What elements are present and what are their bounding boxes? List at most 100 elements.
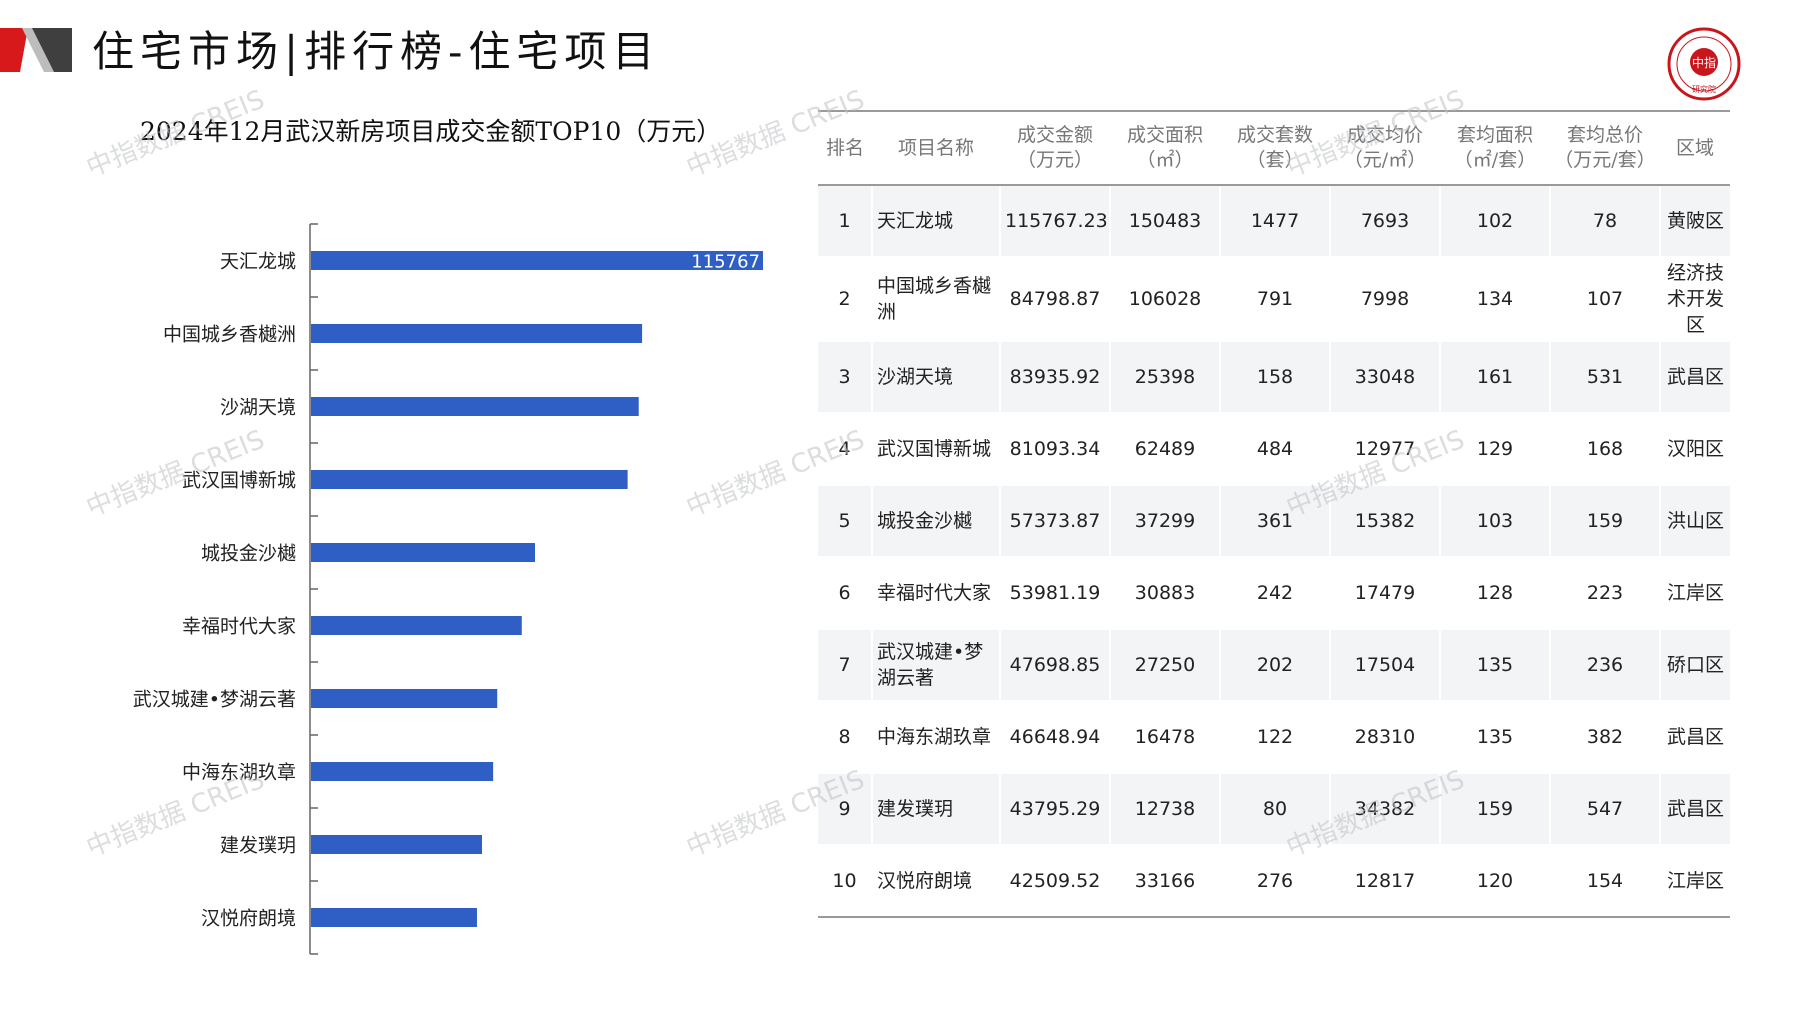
- category-label: 汉悦府朗境: [201, 908, 296, 930]
- svg-text:研究院: 研究院: [1692, 84, 1716, 94]
- table-cell: 382: [1550, 701, 1661, 774]
- table-row: 2 中国城乡香樾洲 84798.87 106028 791 7998 134 107 经济技术开…: [818, 257, 1730, 342]
- table-cell: 武昌区: [1660, 341, 1730, 414]
- table-cell: 57373.87: [1000, 485, 1111, 558]
- bar: [311, 835, 482, 854]
- table-cell: 103: [1440, 485, 1551, 558]
- table-cell: 46648.94: [1000, 701, 1111, 774]
- table-row: 9 建发璞玥 43795.29 12738 80 34382 159 547 武昌区: [818, 773, 1730, 846]
- table-cell: 42509.52: [1000, 845, 1111, 918]
- table-cell: 汉悦府朗境: [872, 845, 1001, 918]
- table-header-row: 排名 项目名称 成交金额 （万元） 成交面积 （㎡） 成交套数 （套） 成交均价 （元/㎡） 套均面…: [818, 110, 1730, 186]
- table-cell: 120: [1440, 845, 1551, 918]
- table-cell: 531: [1550, 341, 1661, 414]
- table-cell: 幸福时代大家: [872, 557, 1001, 630]
- table-cell: 12738: [1110, 773, 1221, 846]
- table-cell: 106028: [1110, 257, 1221, 342]
- table-cell: 30883: [1110, 557, 1221, 630]
- table-cell: 128: [1440, 557, 1551, 630]
- table-cell: 150483: [1110, 185, 1221, 258]
- table-row: 6 幸福时代大家 53981.19 30883 242 17479 128 223 江岸区: [818, 557, 1730, 630]
- table-cell: 经济技术开发区: [1660, 257, 1730, 342]
- table-cell: 27250: [1110, 629, 1221, 702]
- table-cell: 159: [1440, 773, 1551, 846]
- table-cell: 202: [1220, 629, 1331, 702]
- bar: [311, 324, 643, 343]
- table-cell: 168: [1550, 413, 1661, 486]
- table-row: 8 中海东湖玖章 46648.94 16478 122 28310 135 382 武昌区: [818, 701, 1730, 774]
- svg-text:中指: 中指: [1692, 55, 1716, 70]
- bar-chart: 天汇龙城 115767 中国城乡香樾洲沙湖天境武汉国博新城城投金沙樾幸福时代大家武汉…: [133, 223, 763, 955]
- column-header: 项目名称: [872, 110, 1000, 186]
- table-row: 10 汉悦府朗境 42509.52 33166 276 12817 120 154 江岸区: [818, 845, 1730, 918]
- bar: [311, 251, 763, 270]
- table-cell: 134: [1440, 257, 1551, 342]
- table-cell: 242: [1220, 557, 1331, 630]
- category-label: 武汉城建•梦湖云著: [133, 689, 296, 711]
- table-cell: 武汉国博新城: [872, 413, 1001, 486]
- table-cell: 16478: [1110, 701, 1221, 774]
- table-cell: 484: [1220, 413, 1331, 486]
- table-cell: 17504: [1330, 629, 1441, 702]
- column-header: 套均总价 （万元/套）: [1550, 110, 1660, 186]
- column-header: 成交套数 （套）: [1220, 110, 1330, 186]
- table-cell: 3: [818, 341, 873, 414]
- table-cell: 15382: [1330, 485, 1441, 558]
- table-cell: 34382: [1330, 773, 1441, 846]
- table-cell: 7: [818, 629, 873, 702]
- table-cell: 53981.19: [1000, 557, 1111, 630]
- table-cell: 158: [1220, 341, 1331, 414]
- bar: [311, 470, 628, 489]
- table-cell: 276: [1220, 845, 1331, 918]
- category-label: 城投金沙樾: [201, 543, 296, 565]
- bar: [311, 397, 639, 416]
- table-cell: 2: [818, 257, 873, 342]
- table-cell: 17479: [1330, 557, 1441, 630]
- category-label: 沙湖天境: [220, 397, 296, 419]
- table-cell: 12817: [1330, 845, 1441, 918]
- table-cell: 135: [1440, 701, 1551, 774]
- category-label: 中海东湖玖章: [182, 762, 296, 784]
- table-cell: 37299: [1110, 485, 1221, 558]
- table-cell: 武汉城建•梦湖云著: [872, 629, 1001, 702]
- ranking-table: 排名 项目名称 成交金额 （万元） 成交面积 （㎡） 成交套数 （套） 成交均价 （元/㎡） 套均面…: [818, 110, 1730, 918]
- category-label: 天汇龙城: [220, 251, 296, 273]
- table-cell: 建发璞玥: [872, 773, 1001, 846]
- table-cell: 天汇龙城: [872, 185, 1001, 258]
- table-cell: 武昌区: [1660, 773, 1730, 846]
- table-cell: 83935.92: [1000, 341, 1111, 414]
- table-cell: 12977: [1330, 413, 1441, 486]
- red-chevron-logo-icon: [0, 28, 72, 72]
- column-header: 套均面积 （㎡/套）: [1440, 110, 1550, 186]
- chart-title: 2024年12月武汉新房项目成交金额TOP10（万元）: [140, 117, 722, 146]
- table-cell: 沙湖天境: [872, 341, 1001, 414]
- table-cell: 361: [1220, 485, 1331, 558]
- table-cell: 9: [818, 773, 873, 846]
- category-label: 中国城乡香樾洲: [163, 324, 296, 346]
- table-cell: 236: [1550, 629, 1661, 702]
- table-cell: 黄陂区: [1660, 185, 1730, 258]
- table-cell: 1: [818, 185, 873, 258]
- table-cell: 129: [1440, 413, 1551, 486]
- table-row: 3 沙湖天境 83935.92 25398 158 33048 161 531 武昌区: [818, 341, 1730, 414]
- table-cell: 8: [818, 701, 873, 774]
- table-cell: 62489: [1110, 413, 1221, 486]
- table-cell: 47698.85: [1000, 629, 1111, 702]
- column-header: 成交金额 （万元）: [1000, 110, 1110, 186]
- table-cell: 5: [818, 485, 873, 558]
- table-cell: 4: [818, 413, 873, 486]
- table-cell: 7998: [1330, 257, 1441, 342]
- category-label: 建发璞玥: [220, 835, 296, 857]
- bar: [311, 689, 498, 708]
- category-label: 幸福时代大家: [182, 616, 296, 638]
- china-index-academy-seal-icon: 中指 研究院: [1667, 27, 1741, 101]
- table-row: 7 武汉城建•梦湖云著 47698.85 27250 202 17504 135 236 硚口区: [818, 629, 1730, 702]
- table-cell: 80: [1220, 773, 1331, 846]
- table-cell: 791: [1220, 257, 1331, 342]
- category-label: 武汉国博新城: [182, 470, 296, 492]
- table-cell: 161: [1440, 341, 1551, 414]
- table-cell: 84798.87: [1000, 257, 1111, 342]
- table-cell: 81093.34: [1000, 413, 1111, 486]
- data-label: 115767: [691, 252, 760, 273]
- table-cell: 汉阳区: [1660, 413, 1730, 486]
